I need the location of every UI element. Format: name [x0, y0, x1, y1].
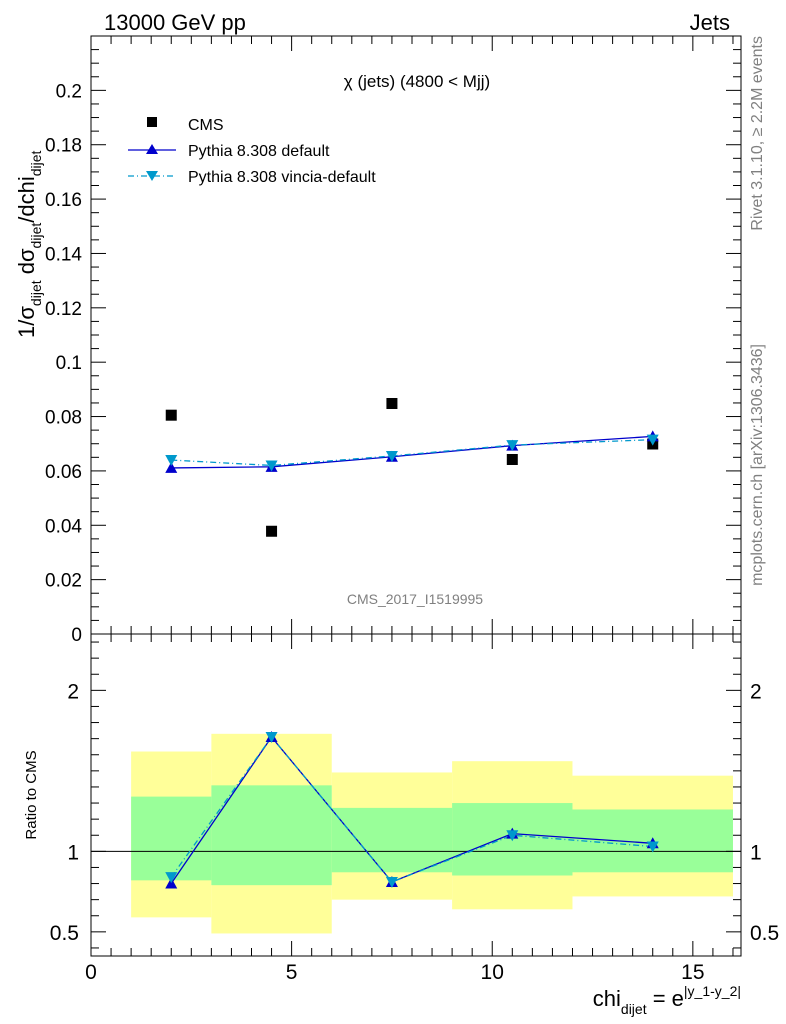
main-y-tick-label: 0.02 [45, 571, 82, 592]
ratio-y-tick-label-right: 1 [750, 841, 762, 864]
main-y-tick-label: 0.08 [45, 408, 82, 429]
cms-data-point [266, 525, 278, 537]
main-axis-ticks [90, 35, 741, 635]
legend-marker-default [146, 144, 158, 154]
vincia-data-point [646, 434, 659, 446]
ratio-y-axis-label: Ratio to CMS [23, 750, 40, 839]
ratio-vincia-point [165, 872, 178, 884]
ratio-y-tick-label-left: 0.5 [50, 922, 79, 945]
rivet-label: Rivet 3.1.10, ≥ 2.2M events [749, 36, 766, 231]
cms-data-point [386, 397, 398, 409]
mcplots-label: mcplots.cern.ch [arXiv:1306.3436] [749, 344, 766, 586]
legend-label-cms: CMS [188, 117, 224, 134]
watermark: CMS_2017_I1519995 [347, 591, 483, 607]
ratio-frame [90, 633, 742, 957]
main-y-tick-label: 0.12 [45, 299, 82, 320]
main-y-tick-label: 0.18 [45, 136, 82, 157]
x-tick-label: 15 [681, 961, 704, 984]
x-tick-label: 5 [286, 961, 298, 984]
ratio-axis-ticks [90, 634, 741, 956]
main-series [165, 397, 659, 537]
ratio-y-tick-labels: 0.5 0.5 1 1 2 2 [50, 680, 779, 945]
main-y-tick-label: 0.04 [45, 516, 82, 537]
ratio-y-tick-label-left: 1 [67, 841, 79, 864]
main-y-tick-labels: 0 0.02 0.04 0.06 0.08 0.1 0.12 0.14 0.16 0.18 0.2 [45, 81, 82, 646]
ratio-vincia-point [646, 841, 659, 853]
inner-band [211, 785, 332, 886]
x-tick-label: 10 [481, 961, 504, 984]
main-series-line-2 [171, 439, 653, 467]
ratio-vincia-point [385, 876, 398, 888]
main-panel: 00.020.040.060.080.10.120.140.160.180.2 … [14, 35, 742, 646]
ratio-y-tick-label-left: 2 [67, 680, 79, 703]
x-axis-label: chidijet = e|y_1-y_2| [593, 983, 741, 1017]
main-y-tick-label: 0.16 [45, 190, 82, 211]
header-right: Jets [690, 10, 730, 35]
inner-band [131, 796, 212, 881]
x-tick-label: 0 [85, 961, 97, 984]
legend-marker-cms [147, 117, 157, 127]
main-y-tick-label: 0.2 [56, 81, 82, 102]
main-series-line-1 [171, 435, 653, 469]
ratio-vincia-point [265, 732, 278, 744]
ratio-y-tick-label-right: 2 [750, 680, 762, 703]
main-y-tick-label: 0.14 [45, 244, 82, 265]
x-tick-labels: 0 5 10 15 [85, 961, 704, 984]
legend-label-vincia: Pythia 8.308 vincia-default [188, 169, 376, 186]
legend: CMS Pythia 8.308 default Pythia 8.308 vi… [128, 117, 376, 186]
main-y-tick-label: 0.06 [45, 462, 82, 483]
ratio-panel: 0.5 0.5 1 1 2 2 0 5 10 15 Ratio to CMS chidijet … [23, 633, 779, 1017]
ratio-y-tick-label-right: 0.5 [750, 922, 779, 945]
header-left: 13000 GeV pp [104, 10, 246, 35]
default-data-point [165, 461, 178, 473]
legend-label-default: Pythia 8.308 default [188, 143, 330, 160]
ratio-vincia-point [506, 830, 519, 842]
ratio-bands [91, 733, 741, 934]
main-y-tick-label: 0 [71, 625, 82, 646]
inner-band [331, 807, 453, 873]
vincia-data-point [265, 460, 278, 472]
legend-marker-vincia [146, 171, 158, 181]
vincia-data-point [165, 455, 178, 467]
ratio-series [165, 731, 659, 889]
cms-data-point [506, 453, 518, 465]
vincia-data-point [385, 450, 398, 462]
vincia-data-point [506, 440, 519, 452]
main-title: χ (jets) (4800 < Mjj) [344, 72, 490, 91]
cms-data-point [165, 409, 177, 421]
main-y-tick-label: 0.1 [56, 353, 82, 374]
main-y-axis-label: 1/σdijet dσdijet/dchidijet [14, 150, 44, 338]
